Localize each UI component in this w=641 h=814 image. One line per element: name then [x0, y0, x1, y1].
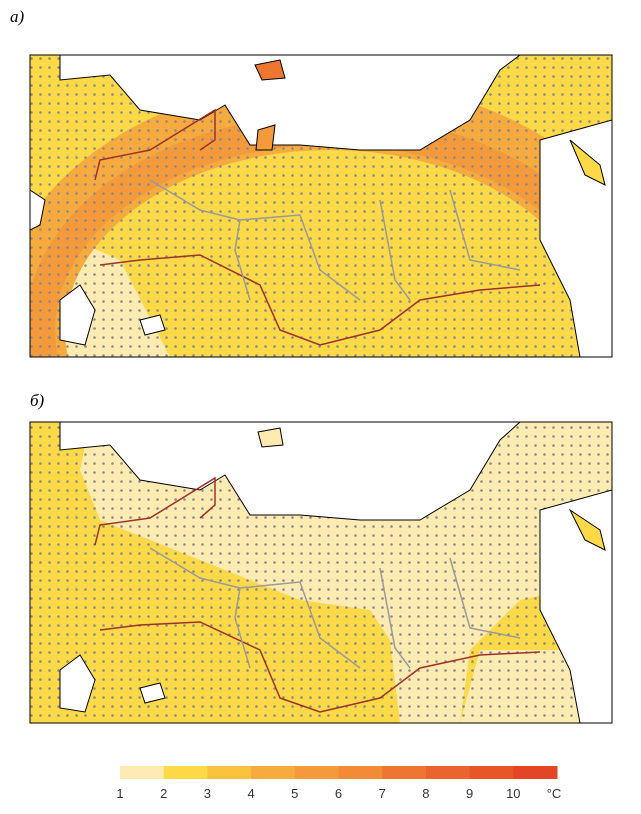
map-frame — [29, 421, 613, 724]
colorbar-tick-label: 3 — [204, 786, 211, 801]
colorbar-unit: °C — [547, 786, 562, 801]
colorbar-segment — [207, 766, 252, 779]
colorbar-segment — [120, 766, 165, 779]
colorbar-segment — [294, 766, 339, 779]
panel-label: б) — [30, 391, 45, 410]
colorbar-segment — [251, 766, 296, 779]
colorbar-segment — [382, 766, 427, 779]
colorbar-tick-label: 9 — [466, 786, 473, 801]
colorbar: 1 2 3 4 5 6 7 8 9 10 °C — [116, 766, 561, 801]
colorbar-segment — [469, 766, 514, 779]
colorbar-tick-label: 6 — [335, 786, 342, 801]
colorbar-segment — [425, 766, 471, 779]
map-b — [30, 422, 612, 723]
colorbar-tick-label: 8 — [422, 786, 429, 801]
colorbar-tick-label: 4 — [247, 786, 254, 801]
colorbar-segment — [513, 766, 558, 779]
colorbar-tick-label: 7 — [379, 786, 386, 801]
colorbar-segment — [338, 766, 383, 779]
panel-label: а) — [10, 7, 25, 26]
colorbar-tick-label: 1 — [116, 786, 123, 801]
colorbar-segment — [163, 766, 208, 779]
map-a — [30, 55, 612, 357]
map-frame — [29, 54, 613, 358]
colorbar-tick-label: 5 — [291, 786, 298, 801]
colorbar-tick-label: 10 — [506, 786, 520, 801]
colorbar-tick-label: 2 — [160, 786, 167, 801]
